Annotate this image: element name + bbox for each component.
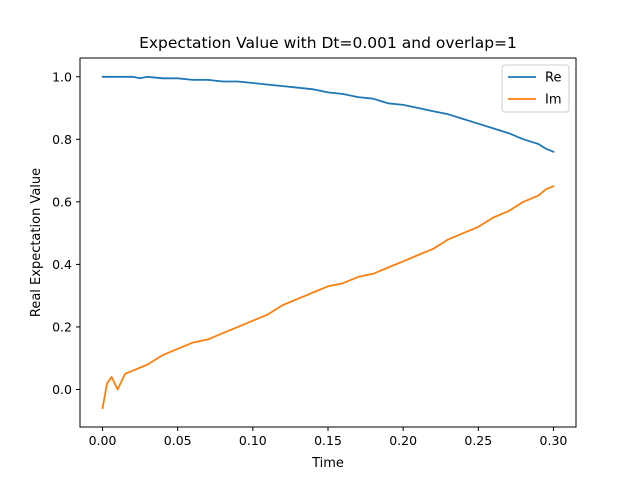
y-tick-label: 0.8 (52, 132, 72, 147)
series-layer (101, 75, 555, 410)
x-tick-label: 0.30 (540, 433, 568, 448)
y-tick-label: 0.6 (52, 194, 72, 209)
series-line-re (101, 75, 555, 153)
chart-title: Expectation Value with Dt=0.001 and over… (139, 34, 517, 52)
legend-label-re: Re (545, 71, 561, 86)
y-axis-label: Real Expectation Value (29, 168, 44, 317)
x-tick-label: 0.25 (464, 433, 492, 448)
x-tick-label: 0.20 (389, 433, 417, 448)
x-tick-label: 0.15 (314, 433, 342, 448)
x-tick-label: 0.10 (239, 433, 267, 448)
y-tick-label: 0.2 (52, 319, 72, 334)
x-tick-label: 0.05 (164, 433, 192, 448)
y-tick-label: 0.0 (52, 382, 72, 397)
x-tick-label: 0.00 (89, 433, 117, 448)
legend: Re Im (501, 64, 570, 113)
axes-layer: 0.00 0.05 0.10 0.15 0.20 0.25 0.30 0.0 0.2 0.4 0.6… (52, 69, 567, 448)
x-axis-label: Time (311, 456, 344, 471)
y-tick-label: 0.4 (52, 257, 72, 272)
series-line-im (101, 185, 555, 410)
y-tick-label: 1.0 (52, 69, 72, 84)
legend-label-im: Im (545, 93, 562, 108)
